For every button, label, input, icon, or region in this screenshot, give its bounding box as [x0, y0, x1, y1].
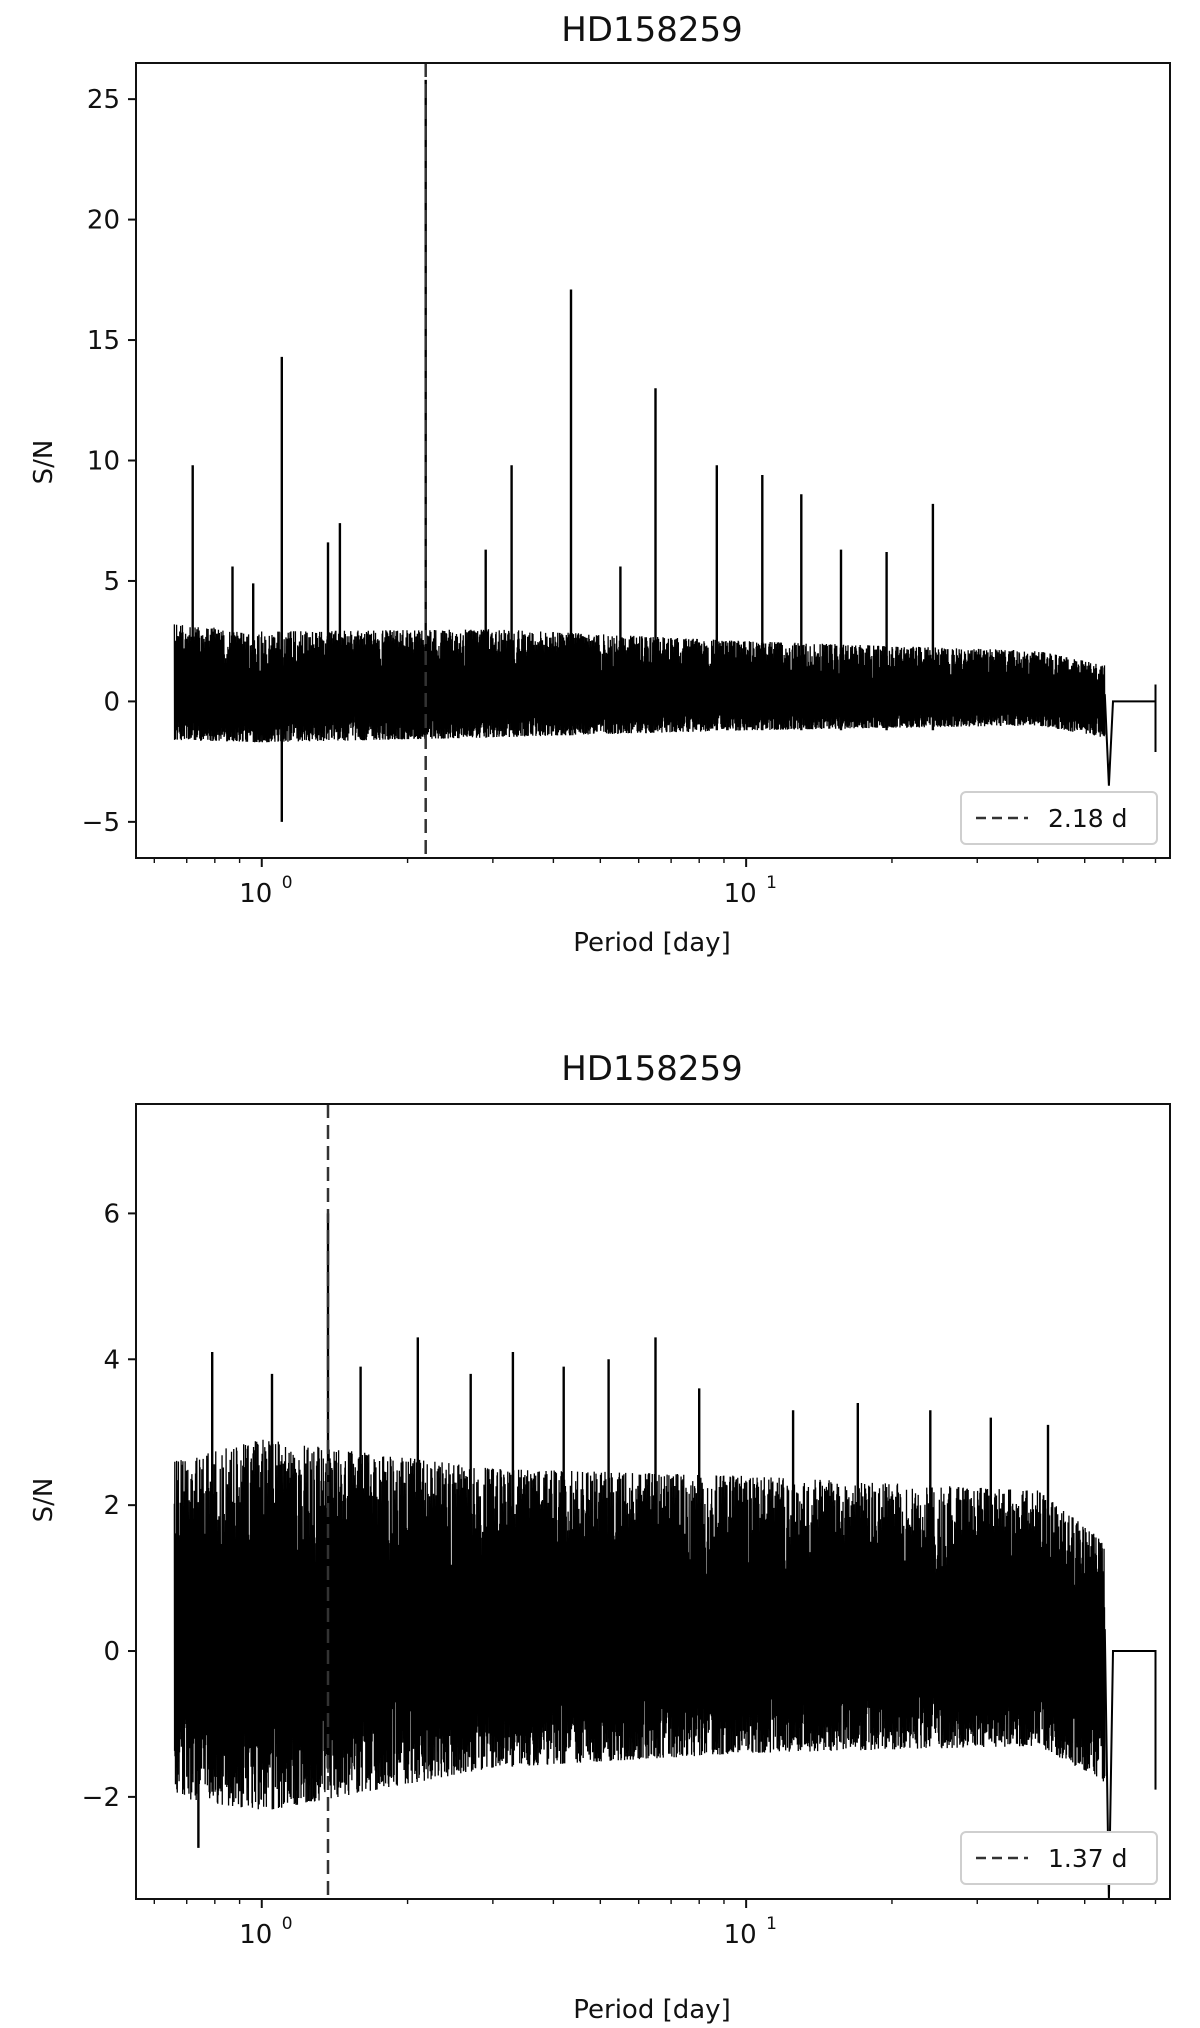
y-tick-label: 6	[103, 1199, 120, 1229]
x-tick-label: 10	[239, 879, 272, 909]
x-tick-exponent: 1	[766, 1914, 777, 1934]
x-axis-ticks: 10 0 10 1	[153, 1899, 1157, 1950]
plot-frame	[135, 62, 1171, 859]
periodogram-panel-bottom: HD158259 −2 0 2 4 6 10 0 10 1 1.37 d Period [da…	[29, 1049, 1171, 2025]
y-tick-label: 0	[103, 687, 120, 717]
noise-trace	[173, 624, 1106, 743]
y-tick-label: 10	[87, 447, 120, 477]
y-tick-label: 15	[87, 326, 120, 356]
legend-box	[960, 791, 1158, 845]
y-tick-label: 2	[103, 1491, 120, 1521]
y-tick-label: −5	[82, 808, 120, 838]
y-axis-ticks: −5 0 5 10 15 20 25	[82, 85, 136, 838]
legend: 1.37 d	[960, 1831, 1158, 1885]
x-tick-label: 10	[239, 1920, 272, 1950]
noise-trace	[173, 1439, 1106, 1810]
x-tick-exponent: 1	[766, 873, 777, 893]
x-axis-label: Period [day]	[573, 1995, 730, 2025]
plot-frame	[135, 1103, 1171, 1900]
y-axis-label: S/N	[29, 1478, 59, 1523]
chart-title: HD158259	[561, 10, 743, 50]
legend: 2.18 d	[960, 791, 1158, 845]
y-axis-label: S/N	[29, 440, 59, 485]
signal-series	[173, 79, 1157, 822]
x-axis-ticks: 10 0 10 1	[153, 858, 1157, 909]
tail-segment	[1103, 684, 1157, 786]
y-tick-label: 25	[87, 85, 120, 115]
x-tick-exponent: 0	[282, 873, 293, 893]
x-axis-label: Period [day]	[573, 928, 730, 958]
legend-label: 1.37 d	[1048, 1844, 1127, 1873]
y-tick-label: −2	[82, 1783, 120, 1813]
tail-segment	[1103, 1629, 1157, 1900]
y-axis-ticks: −2 0 2 4 6	[82, 1199, 136, 1813]
periodogram-panel-top: HD158259 −5 0 5 10 15 20 25 10 0 10 1 2.18 d Peri…	[29, 10, 1171, 958]
legend-box	[960, 1831, 1158, 1885]
y-tick-label: 20	[87, 206, 120, 236]
x-tick-exponent: 0	[282, 1914, 293, 1934]
legend-label: 2.18 d	[1048, 804, 1127, 833]
y-tick-label: 5	[103, 567, 120, 597]
signal-series	[173, 1213, 1157, 1900]
x-tick-label: 10	[724, 879, 757, 909]
y-tick-label: 4	[103, 1345, 120, 1375]
x-tick-label: 10	[724, 1920, 757, 1950]
chart-title: HD158259	[561, 1049, 743, 1089]
y-tick-label: 0	[103, 1637, 120, 1667]
